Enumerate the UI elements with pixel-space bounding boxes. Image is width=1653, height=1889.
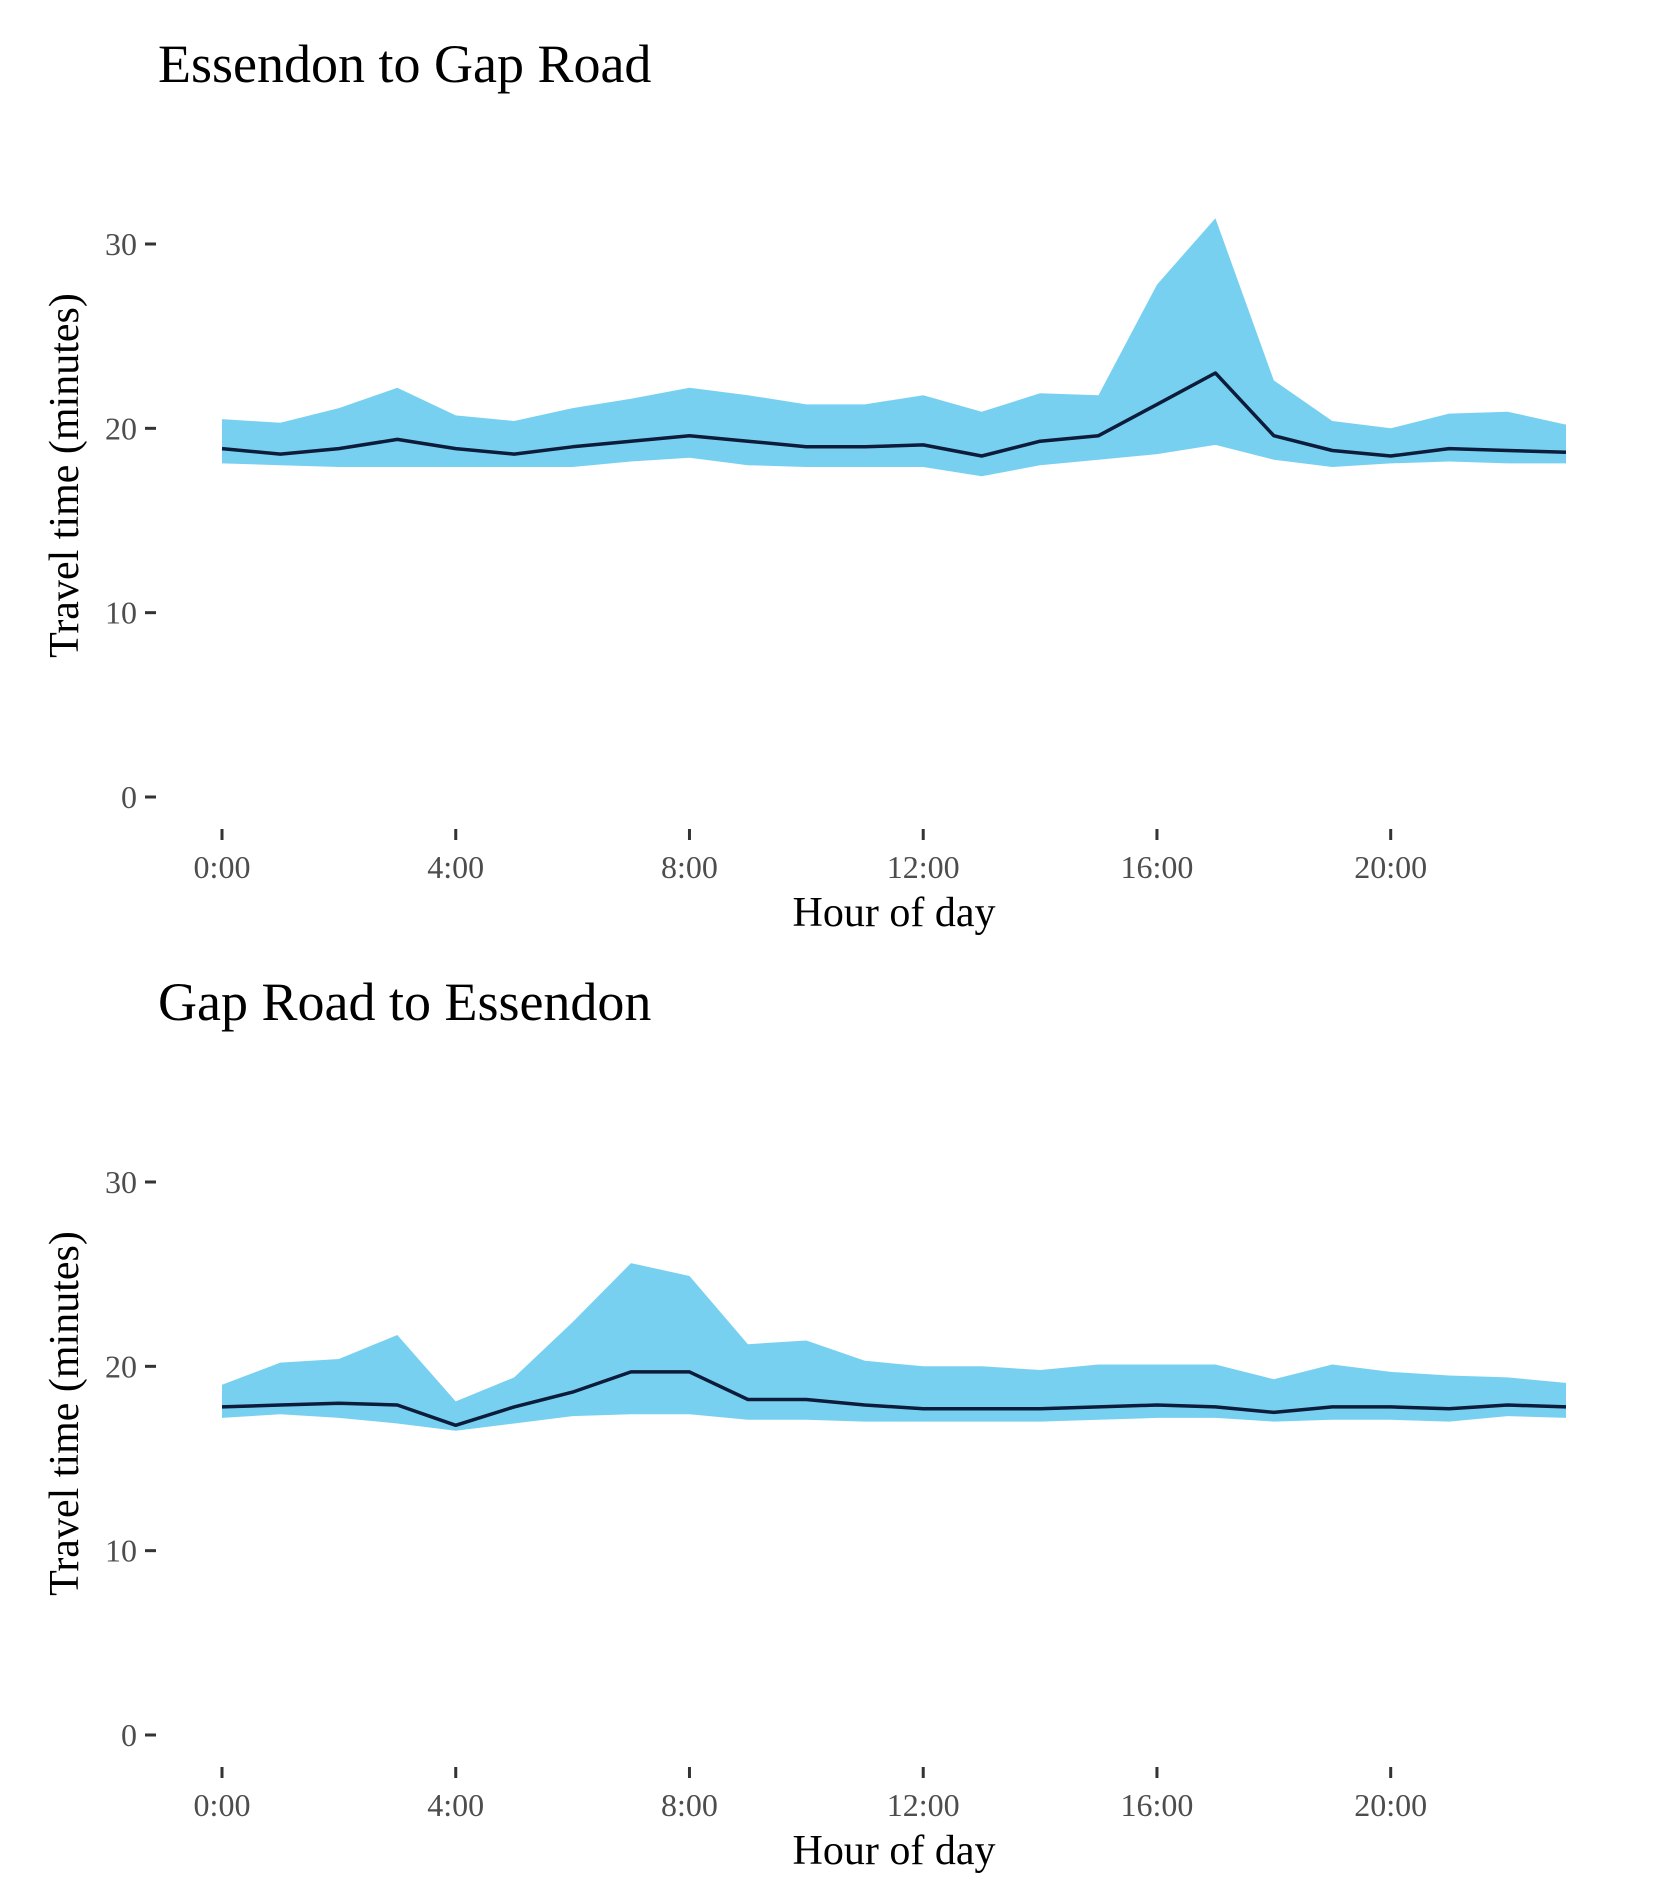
x-axis-title: Hour of day <box>793 890 996 936</box>
series-line-1 <box>221 371 1567 458</box>
x-tick-label: 0:00 <box>194 849 251 885</box>
x-tick-label: 20:00 <box>1354 1787 1427 1823</box>
y-tick-label: 10 <box>105 595 137 631</box>
chart-panel-2: Gap Road to Essendon 0 10 20 30 0:00 4:00 8:00 1… <box>42 972 1567 1874</box>
y-tick-label: 20 <box>105 410 137 446</box>
x-tick-label: 4:00 <box>427 849 484 885</box>
x-tick-label: 16:00 <box>1121 1787 1194 1823</box>
y-tick-label: 30 <box>105 226 137 262</box>
y-tick-label: 0 <box>121 779 137 815</box>
x-tick-label: 0:00 <box>194 1787 251 1823</box>
x-axis-title: Hour of day <box>793 1828 996 1874</box>
x-tick-label: 16:00 <box>1121 849 1194 885</box>
y-tick-label: 20 <box>105 1348 137 1384</box>
y-axis-title: Travel time (minutes) <box>42 293 88 658</box>
interval-band <box>222 1263 1566 1431</box>
x-tick-label: 12:00 <box>887 849 960 885</box>
y-axis-title: Travel time (minutes) <box>42 1231 88 1596</box>
x-tick-label: 4:00 <box>427 1787 484 1823</box>
x-tick-label: 8:00 <box>661 1787 718 1823</box>
x-tick-label: 20:00 <box>1354 849 1427 885</box>
chart-title: Gap Road to Essendon <box>158 972 651 1032</box>
series-line-1 <box>221 1370 1567 1428</box>
y-tick-label: 10 <box>105 1533 137 1569</box>
x-tick-label: 8:00 <box>661 849 718 885</box>
y-tick-label: 30 <box>105 1164 137 1200</box>
chart-panel-1: Essendon to Gap Road 0 10 20 30 0:00 4:00 8:00 1… <box>42 34 1567 936</box>
y-tick-label: 0 <box>121 1717 137 1753</box>
x-tick-label: 12:00 <box>887 1787 960 1823</box>
chart-title: Essendon to Gap Road <box>158 34 651 94</box>
interval-band <box>222 218 1566 477</box>
